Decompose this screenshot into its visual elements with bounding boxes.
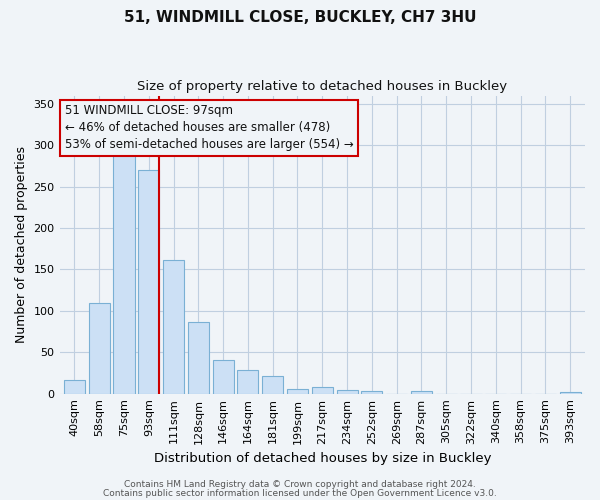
Text: Contains public sector information licensed under the Open Government Licence v3: Contains public sector information licen… <box>103 488 497 498</box>
Bar <box>64 380 85 394</box>
Bar <box>238 370 259 394</box>
Bar <box>138 170 160 394</box>
Bar <box>337 390 358 394</box>
Bar <box>411 391 432 394</box>
Bar <box>560 392 581 394</box>
Title: Size of property relative to detached houses in Buckley: Size of property relative to detached ho… <box>137 80 508 93</box>
X-axis label: Distribution of detached houses by size in Buckley: Distribution of detached houses by size … <box>154 452 491 465</box>
Bar <box>361 391 382 394</box>
Bar <box>163 260 184 394</box>
Y-axis label: Number of detached properties: Number of detached properties <box>15 146 28 343</box>
Text: 51, WINDMILL CLOSE, BUCKLEY, CH7 3HU: 51, WINDMILL CLOSE, BUCKLEY, CH7 3HU <box>124 10 476 25</box>
Bar <box>262 376 283 394</box>
Text: 51 WINDMILL CLOSE: 97sqm
← 46% of detached houses are smaller (478)
53% of semi-: 51 WINDMILL CLOSE: 97sqm ← 46% of detach… <box>65 104 353 152</box>
Bar <box>113 151 134 394</box>
Bar <box>188 322 209 394</box>
Bar <box>212 360 233 394</box>
Bar <box>287 388 308 394</box>
Text: Contains HM Land Registry data © Crown copyright and database right 2024.: Contains HM Land Registry data © Crown c… <box>124 480 476 489</box>
Bar <box>312 387 333 394</box>
Bar <box>89 304 110 394</box>
